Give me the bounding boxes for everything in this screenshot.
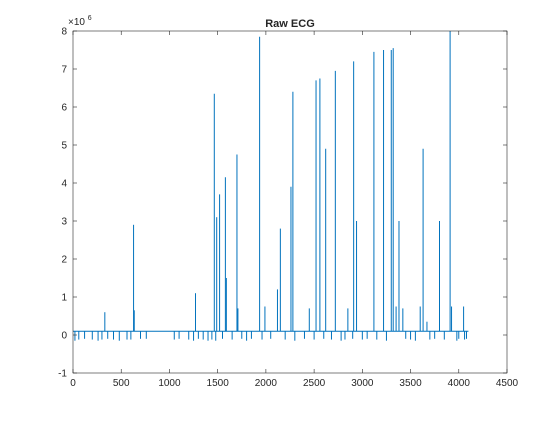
y-tick-label: 4 xyxy=(61,179,67,190)
y-tick-label: 6 xyxy=(61,103,67,114)
x-tick-label: 3500 xyxy=(399,378,422,389)
x-tick-label: 2500 xyxy=(303,378,326,389)
y-tick-label: 1 xyxy=(61,293,67,304)
x-tick-label: 2000 xyxy=(255,378,278,389)
x-tick-label: 500 xyxy=(113,378,130,389)
y-tick-label: 0 xyxy=(61,331,67,342)
y-tick-label: -1 xyxy=(58,369,67,380)
x-tick-label: 4500 xyxy=(496,378,519,389)
x-tick-label: 4000 xyxy=(448,378,471,389)
y-tick-label: 7 xyxy=(61,65,67,76)
series-layer xyxy=(73,31,469,341)
y-tick-label: 5 xyxy=(61,141,67,152)
y-tick-label: 3 xyxy=(61,217,67,228)
y-exponent-base: ×10 xyxy=(68,17,85,28)
y-exponent-label: ×10 6 xyxy=(68,15,92,28)
x-axis: 0 500 1000 1500 2000 2500 3000 3500 4000 4500 xyxy=(70,31,519,389)
axes-box xyxy=(72,30,508,374)
y-tick-label: 8 xyxy=(61,27,67,38)
x-tick-label: 0 xyxy=(70,378,76,389)
y-axis: -1 0 1 2 3 4 5 6 7 8 xyxy=(58,27,507,380)
x-tick-label: 1500 xyxy=(207,378,230,389)
y-exponent-power: 6 xyxy=(88,15,92,22)
chart-title: Raw ECG xyxy=(265,18,315,30)
x-tick-label: 3000 xyxy=(351,378,374,389)
plot-area-background xyxy=(73,31,507,373)
x-tick-label: 1000 xyxy=(158,378,181,389)
y-tick-label: 2 xyxy=(61,255,67,266)
